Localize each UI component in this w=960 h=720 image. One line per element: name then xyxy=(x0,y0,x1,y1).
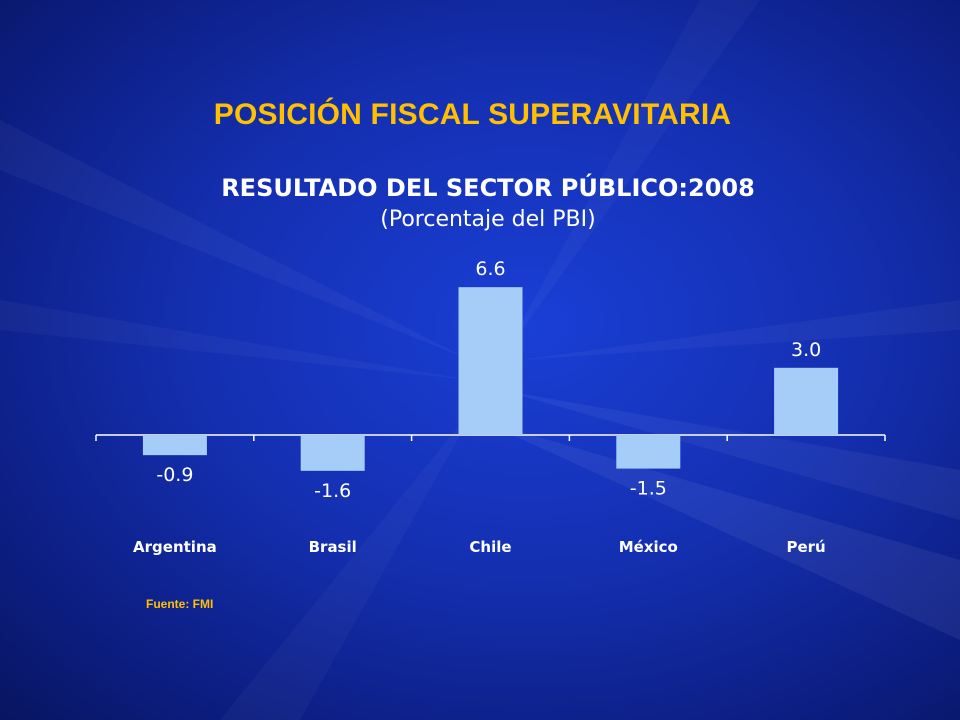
category-label: Brasil xyxy=(309,538,357,556)
data-label: 3.0 xyxy=(791,339,821,361)
category-label: Perú xyxy=(786,538,825,556)
category-label: Chile xyxy=(469,538,511,556)
data-label: -1.6 xyxy=(314,480,351,502)
bar-brasil xyxy=(300,435,365,471)
chart-subtitle: (Porcentaje del PBI) xyxy=(380,207,595,232)
category-label: Argentina xyxy=(133,538,217,556)
category-label: México xyxy=(619,538,678,556)
bar-perú xyxy=(774,367,839,435)
source-note: Fuente: FMI xyxy=(146,597,214,611)
bar-argentina xyxy=(142,435,207,456)
data-label: -1.5 xyxy=(630,478,667,500)
chart-title: RESULTADO DEL SECTOR PÚBLICO:2008 xyxy=(221,172,755,202)
bar-méxico xyxy=(616,435,681,469)
data-label: -0.9 xyxy=(156,464,193,486)
slide-heading: POSICIÓN FISCAL SUPERAVITARIA xyxy=(213,98,732,131)
data-label: 6.6 xyxy=(475,258,505,280)
bar-chile xyxy=(458,287,523,435)
plot-area: -0.9 Argentina -1.6 Brasil 6.6 Chile -1.5 Méxic… xyxy=(95,258,886,556)
